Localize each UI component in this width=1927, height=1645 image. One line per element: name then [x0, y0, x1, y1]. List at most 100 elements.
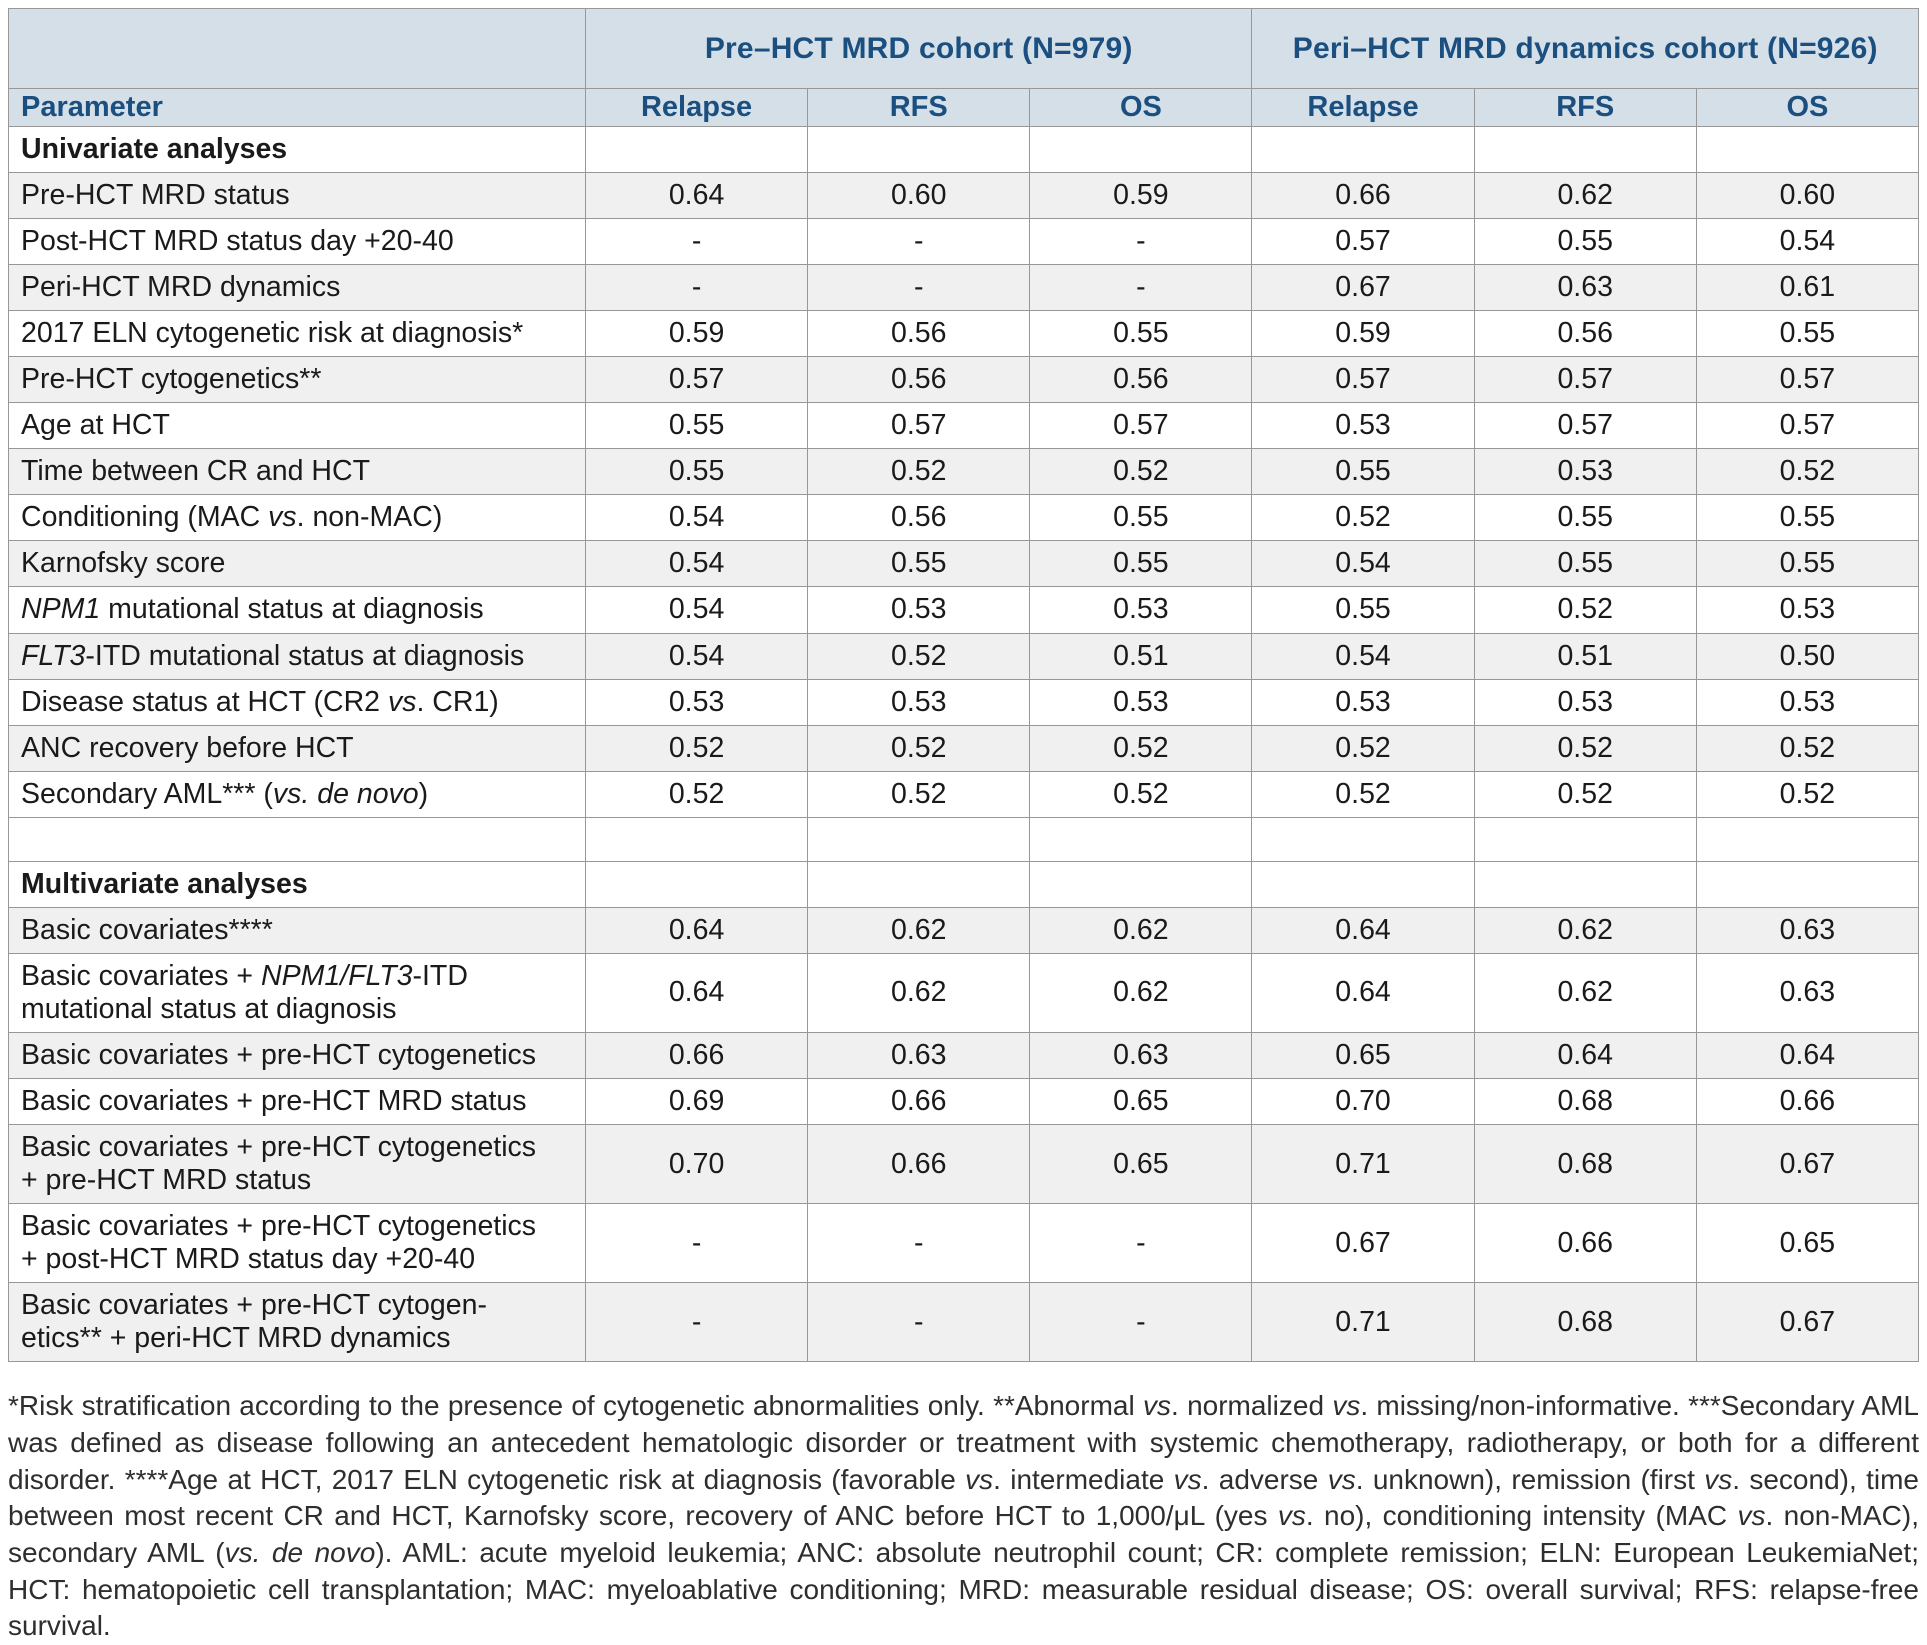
empty-cell: [1695, 125, 1920, 174]
italic-text-segment: FLT3: [21, 639, 86, 672]
text-segment: . unknown), remission (first: [1355, 1463, 1705, 1495]
value-cell: 0.67: [1695, 1282, 1920, 1363]
value-cell: 0.61: [1695, 264, 1920, 312]
text-segment: Conditioning (MAC: [21, 501, 269, 534]
column-header-rfs-pre: RFS: [807, 88, 1031, 127]
value-cell: 0.52: [1251, 724, 1475, 772]
value-cell: 0.55: [1695, 494, 1920, 542]
value-cell: 0.70: [1251, 1077, 1475, 1125]
value-cell: 0.55: [807, 540, 1031, 588]
value-cell: 0.67: [1251, 264, 1475, 312]
value-cell: 0.65: [1695, 1203, 1920, 1284]
value-cell: 0.55: [584, 448, 809, 496]
column-header-relapse-peri: Relapse: [1251, 88, 1475, 127]
parameter-cell: Basic covariates + pre-HCT cytogenetics +…: [8, 1123, 586, 1205]
text-segment: ): [418, 777, 429, 810]
value-cell: -: [807, 1203, 1031, 1284]
italic-text-segment: vs: [1327, 1463, 1356, 1495]
value-cell: -: [807, 264, 1031, 312]
text-segment: -ITD: [412, 959, 468, 992]
value-cell: 0.64: [1695, 1031, 1920, 1079]
value-cell: 0.57: [1473, 356, 1697, 404]
italic-text-segment: vs: [1704, 1463, 1733, 1495]
table-row: 2017 ELN cytogenetic risk at diagnosis* 0…: [8, 310, 1920, 358]
value-cell: 0.57: [1251, 218, 1475, 266]
value-cell: -: [584, 1282, 809, 1363]
value-cell: 0.54: [584, 632, 809, 680]
empty-cell: [1251, 816, 1475, 862]
table-row: Basic covariates + pre-HCT MRD status 0.6…: [8, 1077, 1920, 1125]
text-segment: Basic covariates + pre-HCT cytogen-: [21, 1289, 487, 1322]
cohort-header-pre-hct: Pre–HCT MRD cohort (N=979): [584, 8, 1253, 89]
text-segment: + post-HCT MRD status day +20-40: [21, 1243, 476, 1276]
value-cell: 0.54: [1251, 632, 1475, 680]
italic-text-segment: NPM1: [21, 593, 101, 626]
parameter-cell: FLT3-ITD mutational status at diagnosis: [8, 632, 586, 680]
value-cell: 0.50: [1695, 632, 1920, 680]
empty-cell: [584, 816, 809, 862]
parameter-cell: Disease status at HCT (CR2 vs. CR1): [8, 678, 586, 726]
value-cell: 0.52: [1029, 770, 1253, 818]
value-cell: 0.53: [1695, 586, 1920, 634]
value-cell: 0.71: [1251, 1282, 1475, 1363]
value-cell: 0.67: [1251, 1203, 1475, 1284]
table-row: Post-HCT MRD status day +20-40- - -0.57 0.5…: [8, 218, 1920, 266]
table-row: FLT3-ITD mutational status at diagnosis 0…: [8, 632, 1920, 680]
table-row: Karnofsky score 0.54 0.55 0.55 0.54 0.55 0.55: [8, 540, 1920, 588]
value-cell: 0.55: [1695, 540, 1920, 588]
table-header: Pre–HCT MRD cohort (N=979) Peri–HCT MRD …: [8, 8, 1920, 127]
italic-text-segment: vs. de novo: [224, 1536, 376, 1568]
parameter-cell: Conditioning (MAC vs. non-MAC): [8, 494, 586, 542]
value-cell: 0.52: [807, 770, 1031, 818]
value-cell: 0.57: [1029, 402, 1253, 450]
text-segment: ANC recovery before HCT: [21, 731, 354, 764]
value-cell: 0.65: [1029, 1123, 1253, 1205]
spacer-row: [8, 816, 1920, 862]
table-row: Basic covariates + pre-HCT cytogenetics 0…: [8, 1031, 1920, 1079]
table-row: Basic covariates**** 0.64 0.62 0.62 0.64 0.62…: [8, 906, 1920, 954]
column-header-os-peri: OS: [1695, 88, 1920, 127]
value-cell: 0.54: [1251, 540, 1475, 588]
value-cell: 0.57: [1695, 402, 1920, 450]
empty-cell: [1695, 816, 1920, 862]
value-cell: 0.55: [1029, 540, 1253, 588]
parameter-cell: Time between CR and HCT: [8, 448, 586, 496]
value-cell: 0.68: [1473, 1282, 1697, 1363]
text-segment: Basic covariates + pre-HCT cytogenetics: [21, 1038, 537, 1071]
parameter-cell: Secondary AML*** (vs. de novo): [8, 770, 586, 818]
value-cell: 0.62: [1029, 906, 1253, 954]
value-cell: 0.53: [1473, 448, 1697, 496]
text-segment: Pre-HCT cytogenetics**: [21, 363, 322, 396]
text-segment: . adverse: [1201, 1463, 1328, 1495]
value-cell: 0.52: [1695, 724, 1920, 772]
cohort-header-row: Pre–HCT MRD cohort (N=979) Peri–HCT MRD …: [8, 8, 1919, 89]
table-row: Pre-HCT MRD status 0.64 0.60 0.59 0.66 0.62 0.…: [8, 172, 1920, 220]
value-cell: 0.55: [1473, 540, 1697, 588]
text-segment: . CR1): [416, 685, 499, 718]
value-cell: 0.68: [1473, 1123, 1697, 1205]
empty-cell: [1251, 860, 1475, 908]
table-row: Basic covariates + pre-HCT cytogenetics +…: [8, 1123, 1920, 1205]
text-segment: Pre-HCT MRD status: [21, 179, 290, 212]
parameter-cell: Age at HCT: [8, 402, 586, 450]
value-cell: 0.66: [807, 1123, 1031, 1205]
value-cell: 0.56: [807, 356, 1031, 404]
text-segment: 2017 ELN cytogenetic risk at diagnosis*: [21, 317, 524, 350]
text-segment: + pre-HCT MRD status: [21, 1164, 312, 1197]
parameter-cell: Basic covariates****: [8, 906, 586, 954]
value-cell: 0.62: [1473, 906, 1697, 954]
empty-cell: [1473, 816, 1697, 862]
value-cell: 0.59: [1029, 172, 1253, 220]
value-cell: 0.69: [584, 1077, 809, 1125]
value-cell: 0.52: [1695, 448, 1920, 496]
parameter-cell: Pre-HCT cytogenetics**: [8, 356, 586, 404]
table-row: Conditioning (MAC vs. non-MAC) 0.54 0.56 0.…: [8, 494, 1920, 542]
value-cell: 0.51: [1473, 632, 1697, 680]
section-title: Univariate analyses: [8, 125, 586, 174]
value-cell: 0.66: [1473, 1203, 1697, 1284]
value-cell: 0.65: [1029, 1077, 1253, 1125]
value-cell: 0.54: [584, 586, 809, 634]
text-segment: Basic covariates + pre-HCT MRD status: [21, 1084, 527, 1117]
value-cell: 0.53: [1473, 678, 1697, 726]
italic-text-segment: vs. de novo: [272, 777, 419, 810]
